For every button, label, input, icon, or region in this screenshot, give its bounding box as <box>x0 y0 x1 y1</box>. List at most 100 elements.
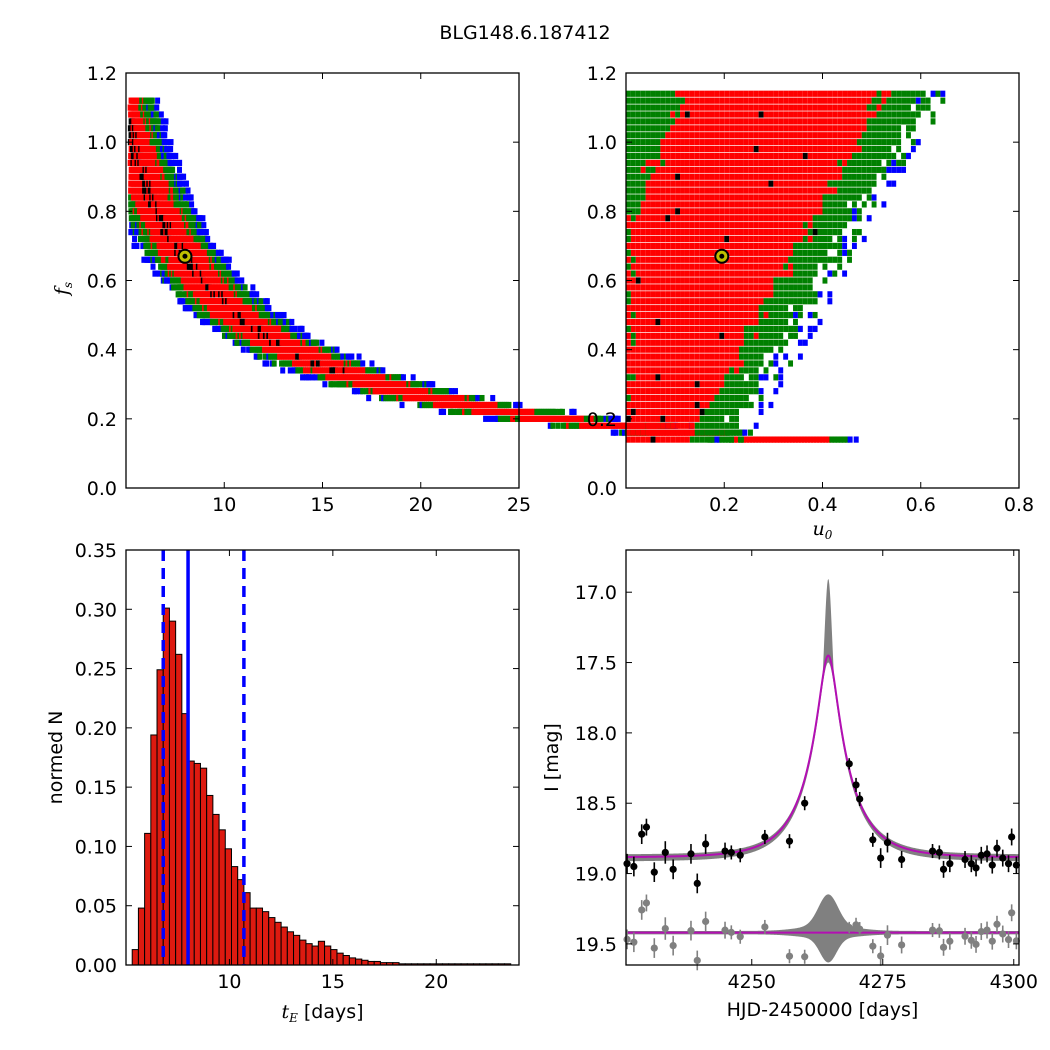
posterior-cell <box>684 381 690 388</box>
residual-point <box>721 926 729 934</box>
posterior-cell <box>655 222 661 229</box>
posterior-cell <box>729 381 735 388</box>
posterior-cell <box>724 353 730 360</box>
posterior-cell <box>783 180 789 187</box>
posterior-cell <box>150 263 156 270</box>
posterior-cell <box>645 228 651 236</box>
posterior-cell <box>665 367 671 374</box>
posterior-cell <box>665 256 671 263</box>
posterior-cell <box>665 249 671 256</box>
posterior-cell <box>773 353 779 360</box>
posterior-cell <box>630 215 636 222</box>
posterior-cell <box>704 166 710 173</box>
posterior-cell <box>807 222 813 229</box>
posterior-cell <box>891 90 897 97</box>
posterior-cell <box>729 305 735 312</box>
posterior-cell <box>704 180 710 187</box>
posterior-cell <box>278 311 284 319</box>
posterior-cell <box>788 125 794 132</box>
posterior-cell <box>218 249 224 256</box>
posterior-cell <box>149 97 155 104</box>
posterior-cell <box>694 339 700 346</box>
posterior-cell <box>181 173 187 180</box>
posterior-cell <box>729 339 735 346</box>
posterior-cell <box>768 325 774 333</box>
posterior-cell <box>215 325 221 333</box>
posterior-cell <box>793 318 798 326</box>
posterior-cell <box>635 215 641 222</box>
posterior-cell <box>704 208 710 215</box>
posterior-cell <box>832 166 838 173</box>
posterior-cell <box>680 381 685 388</box>
posterior-cell <box>763 374 769 381</box>
posterior-cell <box>734 159 739 167</box>
posterior-cell <box>709 318 715 326</box>
posterior-cell <box>665 394 671 402</box>
posterior-cell <box>797 291 803 298</box>
posterior-cell <box>827 104 833 111</box>
posterior-cell <box>699 208 705 215</box>
posterior-cell <box>670 97 676 104</box>
posterior-cell <box>675 401 681 409</box>
histogram-bar <box>150 734 158 966</box>
posterior-cell <box>704 256 710 263</box>
posterior-cell <box>635 139 641 146</box>
posterior-cell <box>778 291 784 298</box>
posterior-cell <box>743 118 749 125</box>
posterior-cell <box>798 436 804 443</box>
posterior-cell <box>832 97 838 104</box>
posterior-cell <box>793 305 798 312</box>
posterior-cell <box>240 346 246 353</box>
posterior-cell <box>788 222 794 229</box>
posterior-cell <box>906 111 911 118</box>
posterior-cell <box>837 90 843 97</box>
posterior-cell <box>758 118 764 125</box>
posterior-cell <box>851 152 857 160</box>
posterior-cell <box>797 166 803 173</box>
residual-point <box>988 937 996 945</box>
posterior-cell <box>802 215 808 222</box>
posterior-cell <box>675 208 681 215</box>
posterior-cell <box>684 318 690 326</box>
posterior-cell <box>680 291 685 298</box>
posterior-cell <box>675 173 681 180</box>
posterior-cell <box>793 139 798 146</box>
posterior-cell <box>832 159 838 167</box>
posterior-cell <box>788 187 794 194</box>
posterior-cell <box>758 242 764 250</box>
posterior-cell <box>640 249 646 256</box>
posterior-cell <box>906 152 911 160</box>
posterior-cell <box>684 394 690 402</box>
posterior-cell <box>660 367 666 374</box>
posterior-cell <box>650 318 656 326</box>
posterior-cell <box>630 256 636 263</box>
posterior-cell <box>709 381 715 388</box>
posterior-cell <box>743 277 749 284</box>
posterior-cell <box>729 346 735 353</box>
posterior-cell <box>788 228 794 236</box>
posterior-cell <box>861 166 867 173</box>
posterior-cell <box>655 305 661 312</box>
posterior-cell <box>689 408 695 416</box>
residual-point <box>939 943 948 951</box>
posterior-cell <box>714 173 720 180</box>
x-axis-label-symbol: u <box>813 518 825 540</box>
posterior-cell <box>743 367 749 374</box>
posterior-cell <box>812 249 818 256</box>
posterior-cell <box>645 139 651 146</box>
posterior-cell <box>212 325 218 333</box>
posterior-cell <box>714 145 720 153</box>
posterior-cell <box>768 90 774 97</box>
posterior-cell <box>176 166 182 173</box>
posterior-cell <box>684 145 690 153</box>
posterior-cell <box>704 284 710 291</box>
posterior-cell <box>699 139 705 146</box>
posterior-cell <box>709 132 715 139</box>
posterior-cell <box>743 222 749 229</box>
posterior-cell <box>704 111 710 118</box>
posterior-cell <box>748 284 754 291</box>
posterior-cell <box>670 394 676 402</box>
posterior-cell <box>773 318 779 326</box>
posterior-cell <box>645 118 651 125</box>
posterior-cell <box>797 249 803 256</box>
